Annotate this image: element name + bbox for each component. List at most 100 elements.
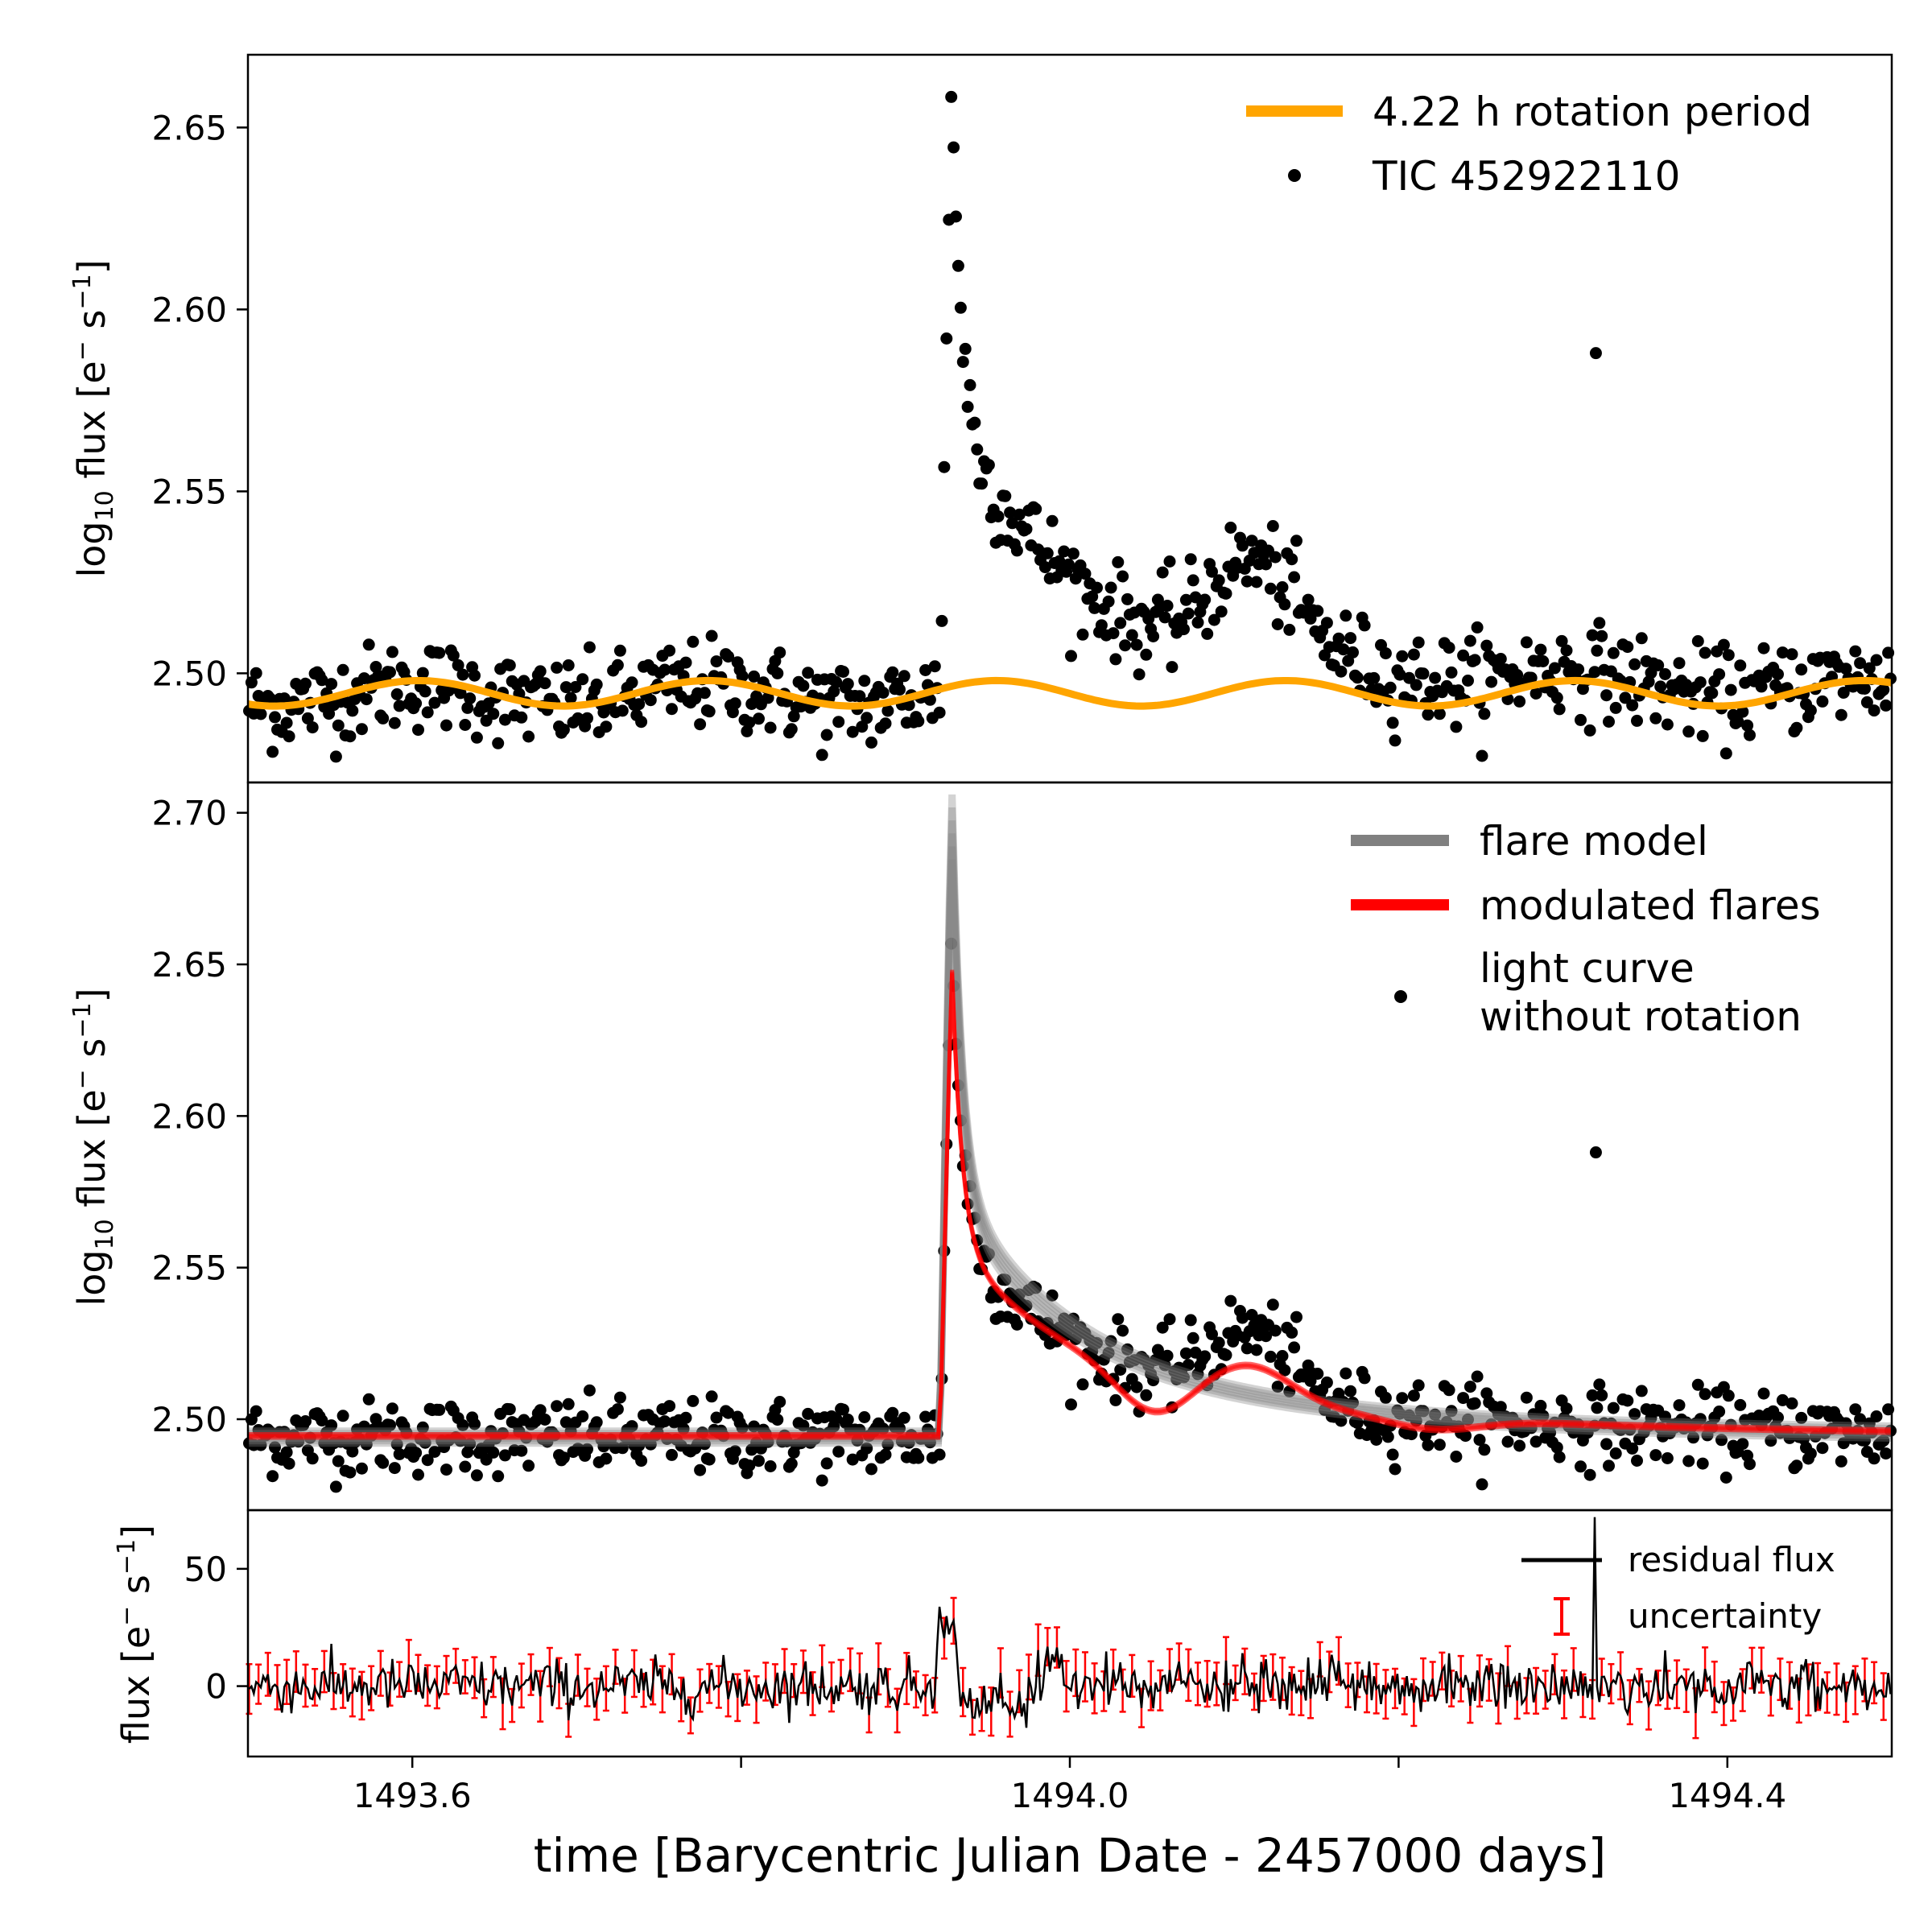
data-point (1286, 1326, 1298, 1339)
data-point (1744, 729, 1756, 741)
data-point (329, 750, 342, 763)
data-point (898, 1411, 910, 1424)
data-point (316, 1414, 328, 1427)
data-point (1583, 1468, 1596, 1481)
data-point (1736, 1438, 1749, 1451)
data-point (820, 1457, 833, 1470)
data-point (1534, 1399, 1547, 1412)
y-tick-label: 2.60 (151, 1096, 227, 1136)
data-point (1269, 551, 1282, 564)
data-point (687, 1394, 700, 1407)
data-point (539, 1414, 551, 1426)
data-point (1790, 721, 1803, 734)
data-point (802, 1407, 815, 1420)
data-point (1765, 1435, 1777, 1447)
data-point (982, 1248, 995, 1261)
data-point (386, 646, 398, 658)
data-point (1877, 683, 1890, 696)
data-point (1575, 1460, 1587, 1473)
data-point (360, 693, 373, 706)
data-point (1462, 1413, 1474, 1426)
data-point (1178, 1371, 1190, 1384)
data-point (1537, 1410, 1550, 1422)
data-point (416, 1421, 429, 1434)
data-point (1389, 1463, 1402, 1476)
data-point (698, 687, 711, 700)
flare-model-curve (248, 794, 1893, 1435)
data-point (428, 1446, 441, 1458)
outlier-point (1589, 1146, 1602, 1159)
data-point (332, 1455, 345, 1468)
data-point (694, 1463, 707, 1476)
data-point (830, 675, 843, 688)
data-point (1572, 663, 1585, 676)
data-point (1224, 522, 1237, 534)
data-point (1191, 616, 1204, 629)
data-point (658, 1415, 671, 1428)
modulated-flare-curve (248, 971, 1892, 1439)
data-point (529, 678, 542, 691)
data-point (1534, 643, 1547, 656)
data-point (1854, 657, 1867, 670)
data-point (1804, 704, 1817, 716)
data-point (433, 646, 446, 659)
x-tick-label: 1493.6 (353, 1776, 472, 1815)
data-point (1013, 508, 1026, 521)
data-point (1158, 1359, 1171, 1372)
data-point (753, 1455, 765, 1468)
data-point (1133, 668, 1146, 681)
data-point (635, 716, 648, 729)
legend-lightcurve-swatch (1394, 990, 1407, 1003)
data-point (447, 649, 460, 662)
data-point (877, 1422, 890, 1435)
data-point (1276, 581, 1289, 593)
data-point (1457, 649, 1470, 662)
data-point (1631, 1455, 1643, 1467)
data-point (1013, 1288, 1026, 1301)
data-point (1607, 1402, 1620, 1414)
data-point (1041, 547, 1054, 559)
modulated-flare-curve (248, 973, 1893, 1440)
data-point (419, 685, 431, 698)
data-point (1596, 1389, 1608, 1402)
data-point (999, 489, 1012, 502)
data-point (1102, 595, 1115, 608)
data-point (976, 477, 989, 490)
data-point (1722, 1389, 1735, 1402)
data-point (1744, 1458, 1756, 1471)
data-point (377, 1456, 390, 1469)
data-point (1095, 619, 1108, 632)
data-point (1859, 683, 1871, 695)
data-point (1107, 627, 1120, 640)
data-point (1476, 749, 1488, 762)
data-point (1478, 1443, 1491, 1456)
data-point (1179, 593, 1192, 606)
data-point (841, 1414, 854, 1426)
data-point (1868, 704, 1880, 717)
data-point (254, 1439, 267, 1451)
data-point (1854, 1413, 1867, 1426)
data-point (250, 667, 262, 679)
data-point (1156, 1321, 1169, 1334)
data-point (412, 1468, 424, 1481)
data-point (644, 694, 657, 707)
data-point (515, 1444, 528, 1457)
data-point (729, 1445, 741, 1458)
data-point (1199, 593, 1212, 606)
data-point (1525, 671, 1538, 684)
data-point (564, 691, 577, 704)
data-point (522, 1459, 535, 1472)
data-point (1358, 1372, 1371, 1385)
data-point (1358, 619, 1371, 632)
data-point (881, 1438, 894, 1451)
data-point (1182, 1359, 1195, 1372)
middle-panel-y-label: log10 flux [e− s−1] (68, 988, 119, 1306)
data-point (1163, 555, 1176, 568)
data-point (280, 1446, 293, 1459)
data-point (999, 1274, 1012, 1286)
data-point (1396, 650, 1409, 663)
data-point (705, 1390, 718, 1403)
data-point (1548, 662, 1561, 675)
data-point (743, 1459, 756, 1472)
